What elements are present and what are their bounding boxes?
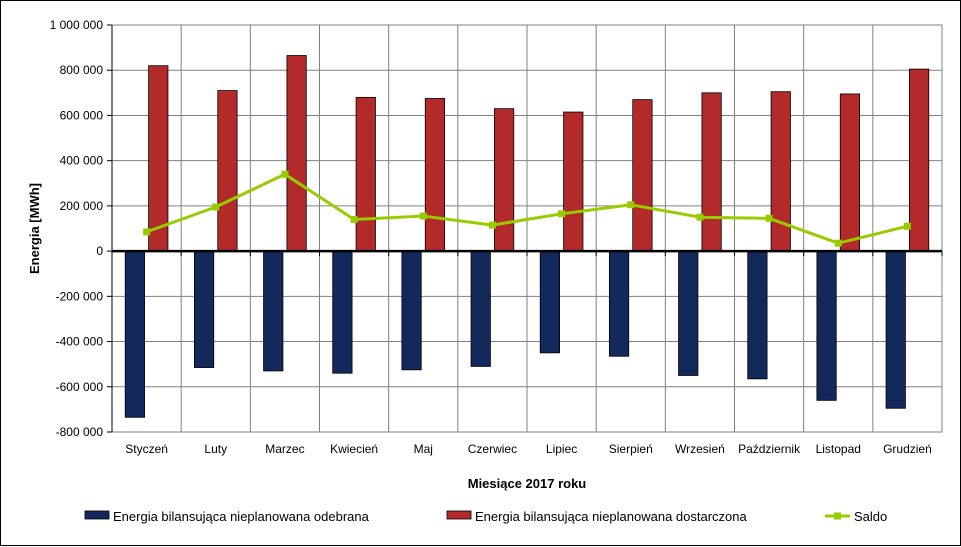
legend-label: Energia bilansująca nieplanowana dostarc… (475, 509, 748, 524)
y-tick-label: 400 000 (60, 154, 104, 168)
y-tick-label: -200 000 (56, 289, 104, 303)
saldo-point (143, 228, 151, 236)
bar-odebrana (816, 250, 837, 401)
bar-dostarczona (701, 92, 722, 252)
x-tick-label: Luty (204, 442, 227, 456)
bar-dostarczona (770, 91, 791, 252)
saldo-point (419, 212, 427, 220)
saldo-point (834, 239, 842, 247)
x-tick-label: Kwiecień (330, 442, 378, 456)
saldo-point (627, 201, 635, 209)
bar-dostarczona (909, 68, 930, 252)
bar-odebrana (608, 250, 630, 357)
bar-dostarczona (563, 111, 584, 252)
x-tick-label: Maj (414, 442, 433, 456)
y-tick-label: 0 (96, 244, 103, 258)
bar-odebrana (263, 250, 284, 372)
bar-odebrana (332, 250, 353, 374)
y-tick-label: -400 000 (56, 335, 104, 349)
x-tick-label: Marzec (265, 442, 304, 456)
x-tick-label: Listopad (816, 442, 861, 456)
bar-dostarczona (839, 93, 861, 252)
saldo-line (146, 172, 908, 245)
x-tick-label: Lipiec (546, 442, 577, 456)
bar-odebrana (678, 250, 699, 376)
y-tick-label: 1 000 000 (50, 18, 104, 32)
saldo-point (212, 203, 220, 211)
y-tick-label: 600 000 (60, 108, 104, 122)
bar-odebrana (193, 250, 215, 368)
bar-dostarczona (355, 96, 376, 252)
bar-dostarczona (286, 55, 307, 252)
legend-label: Saldo (854, 509, 887, 524)
y-axis-title: Energia [MWh] (27, 183, 42, 274)
bar-odebrana (747, 250, 768, 380)
x-tick-label: Grudzień (883, 442, 932, 456)
x-axis-title: Miesiące 2017 roku (468, 476, 587, 491)
x-tick-label: Czerwiec (468, 442, 517, 456)
legend-label: Energia bilansująca nieplanowana odebran… (113, 509, 370, 524)
saldo-point (350, 215, 358, 223)
saldo-point (903, 222, 911, 230)
saldo-point (696, 213, 704, 221)
bar-odebrana (401, 250, 422, 371)
legend-swatch (446, 510, 472, 520)
bar-dostarczona (217, 90, 238, 252)
x-tick-label: Październik (738, 442, 801, 456)
x-tick-label: Styczeń (125, 442, 168, 456)
x-tick-label: Wrzesień (675, 442, 725, 456)
y-tick-label: 200 000 (60, 199, 104, 213)
saldo-point (558, 210, 566, 218)
bar-dostarczona (148, 65, 169, 252)
bar-odebrana (539, 250, 560, 354)
y-tick-label: -800 000 (56, 425, 104, 439)
bar-odebrana (470, 250, 491, 367)
bar-odebrana (885, 250, 906, 409)
y-tick-label: -600 000 (56, 380, 104, 394)
saldo-point (281, 170, 289, 178)
bar-dostarczona (632, 99, 653, 252)
bar-odebrana (124, 250, 145, 418)
saldo-point (765, 214, 773, 222)
legend-swatch (84, 510, 110, 520)
x-tick-label: Sierpień (609, 442, 653, 456)
bar-dostarczona (494, 108, 515, 252)
y-tick-label: 800 000 (60, 63, 104, 77)
saldo-point (488, 221, 496, 229)
legend-marker (834, 512, 841, 520)
bar-dostarczona (424, 98, 446, 252)
